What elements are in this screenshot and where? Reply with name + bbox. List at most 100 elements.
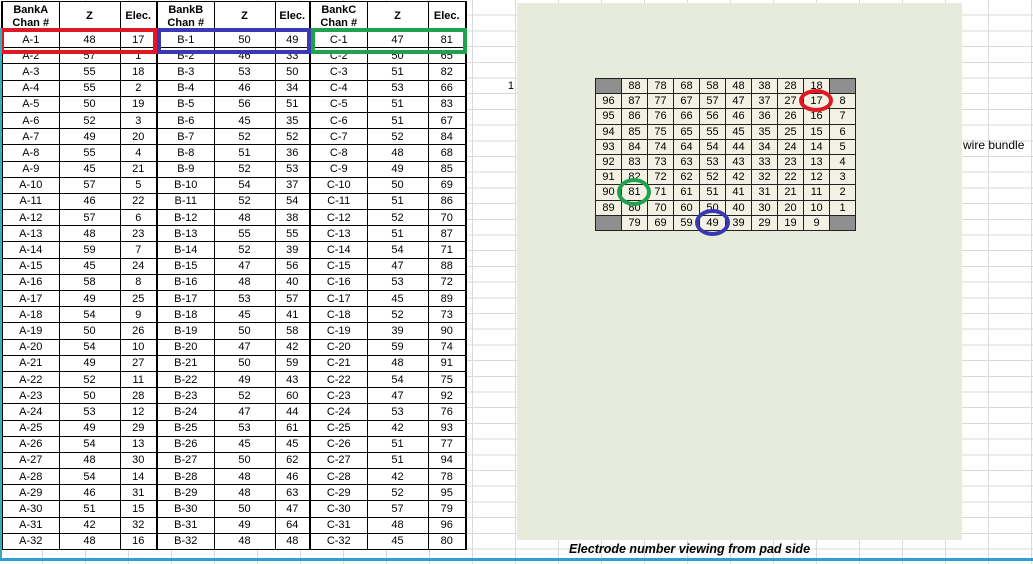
table-cell[interactable]: 53 <box>213 63 276 81</box>
table-cell[interactable]: 48 <box>213 273 276 292</box>
table-cell[interactable]: 39 <box>274 241 311 259</box>
table-cell[interactable]: B-26 <box>156 435 215 453</box>
table-cell[interactable]: A-8 <box>1 144 60 162</box>
table-cell[interactable]: C-12 <box>309 209 368 227</box>
table-cell[interactable]: 53 <box>213 289 276 308</box>
table-cell[interactable]: 54 <box>58 306 121 324</box>
table-cell[interactable]: 45 <box>58 257 121 275</box>
table-cell[interactable]: A-6 <box>1 111 60 130</box>
table-cell[interactable]: A-10 <box>1 176 60 194</box>
table-cell[interactable]: C-30 <box>309 500 368 518</box>
table-cell[interactable]: 48 <box>366 516 429 534</box>
table-cell[interactable]: 50 <box>366 176 429 194</box>
table-cell[interactable]: 23 <box>119 225 158 243</box>
table-cell[interactable]: 1 <box>119 47 158 65</box>
table-cell[interactable]: 52 <box>213 192 276 211</box>
table-cell[interactable]: 25 <box>119 289 158 308</box>
table-cell[interactable]: 18 <box>119 63 158 81</box>
table-cell[interactable]: C-8 <box>309 144 368 162</box>
table-cell[interactable]: 49 <box>58 289 121 308</box>
table-cell[interactable]: 48 <box>213 468 276 486</box>
table-cell[interactable]: 52 <box>366 306 429 324</box>
table-cell[interactable]: B-13 <box>156 225 215 243</box>
table-cell[interactable]: A-5 <box>1 95 60 113</box>
table-cell[interactable]: 79 <box>427 500 467 518</box>
table-cell[interactable]: 84 <box>427 128 467 146</box>
table-cell[interactable]: C-28 <box>309 468 368 486</box>
table-cell[interactable]: C-23 <box>309 387 368 405</box>
table-cell[interactable]: 53 <box>213 419 276 437</box>
table-cell[interactable]: 59 <box>366 338 429 356</box>
table-cell[interactable]: C-26 <box>309 435 368 453</box>
table-cell[interactable]: A-7 <box>1 128 60 146</box>
table-cell[interactable]: B-20 <box>156 338 215 356</box>
table-cell[interactable]: 9 <box>119 306 158 324</box>
table-cell[interactable]: 54 <box>58 468 121 486</box>
table-cell[interactable]: 34 <box>274 79 311 97</box>
table-cell[interactable]: C-31 <box>309 516 368 534</box>
table-cell[interactable]: 50 <box>58 322 121 340</box>
table-cell[interactable]: 43 <box>274 370 311 389</box>
table-cell[interactable]: 47 <box>274 500 311 518</box>
table-cell[interactable]: A-22 <box>1 370 60 389</box>
table-cell[interactable]: 67 <box>427 111 467 130</box>
table-cell[interactable]: 56 <box>274 257 311 275</box>
table-cell[interactable]: 4 <box>119 144 158 162</box>
table-cell[interactable]: 12 <box>119 403 158 421</box>
table-cell[interactable]: A-21 <box>1 354 60 372</box>
table-cell[interactable]: C-13 <box>309 225 368 243</box>
table-cell[interactable]: 52 <box>213 128 276 146</box>
table-cell[interactable]: 46 <box>213 79 276 97</box>
table-cell[interactable]: C-21 <box>309 354 368 372</box>
table-cell[interactable]: C-20 <box>309 338 368 356</box>
table-cell[interactable]: B-10 <box>156 176 215 194</box>
table-cell[interactable]: C-15 <box>309 257 368 275</box>
table-cell[interactable]: 86 <box>427 192 467 211</box>
table-cell[interactable]: A-13 <box>1 225 60 243</box>
table-cell[interactable]: 57 <box>58 176 121 194</box>
table-cell[interactable]: 53 <box>366 403 429 421</box>
table-cell[interactable]: C-16 <box>309 273 368 292</box>
table-cell[interactable]: 45 <box>366 532 429 551</box>
table-cell[interactable]: A-3 <box>1 63 60 81</box>
table-cell[interactable]: A-27 <box>1 451 60 470</box>
table-cell[interactable]: 51 <box>366 225 429 243</box>
table-cell[interactable]: 45 <box>58 160 121 178</box>
table-cell[interactable]: B-6 <box>156 111 215 130</box>
table-cell[interactable]: 52 <box>58 370 121 389</box>
table-cell[interactable]: 20 <box>119 128 158 146</box>
table-cell[interactable]: 59 <box>58 241 121 259</box>
table-cell[interactable]: 76 <box>427 403 467 421</box>
table-cell[interactable]: B-14 <box>156 241 215 259</box>
table-cell[interactable]: C-17 <box>309 289 368 308</box>
table-cell[interactable]: 11 <box>119 370 158 389</box>
table-cell[interactable]: 50 <box>213 322 276 340</box>
table-cell[interactable]: C-5 <box>309 95 368 113</box>
table-cell[interactable]: 45 <box>213 306 276 324</box>
table-cell[interactable]: 51 <box>366 435 429 453</box>
table-cell[interactable]: 47 <box>366 30 429 49</box>
table-cell[interactable]: 2 <box>119 79 158 97</box>
table-cell[interactable]: 55 <box>58 79 121 97</box>
table-cell[interactable]: 91 <box>427 354 467 372</box>
table-cell[interactable]: 37 <box>274 176 311 194</box>
table-cell[interactable]: 21 <box>119 160 158 178</box>
table-cell[interactable]: 57 <box>366 500 429 518</box>
table-cell[interactable]: 54 <box>58 338 121 356</box>
table-cell[interactable]: 15 <box>119 500 158 518</box>
table-cell[interactable]: 69 <box>427 176 467 194</box>
table-cell[interactable]: 48 <box>58 30 121 49</box>
table-cell[interactable]: B-23 <box>156 387 215 405</box>
table-cell[interactable]: B-5 <box>156 95 215 113</box>
table-cell[interactable]: B-8 <box>156 144 215 162</box>
table-cell[interactable]: 90 <box>427 322 467 340</box>
table-cell[interactable]: C-3 <box>309 63 368 81</box>
table-cell[interactable]: 50 <box>213 500 276 518</box>
table-cell[interactable]: 58 <box>274 322 311 340</box>
table-cell[interactable]: 83 <box>427 95 467 113</box>
table-cell[interactable]: 57 <box>58 209 121 227</box>
table-cell[interactable]: 44 <box>274 403 311 421</box>
table-cell[interactable]: C-19 <box>309 322 368 340</box>
table-cell[interactable]: 64 <box>274 516 311 534</box>
table-cell[interactable]: 71 <box>427 241 467 259</box>
